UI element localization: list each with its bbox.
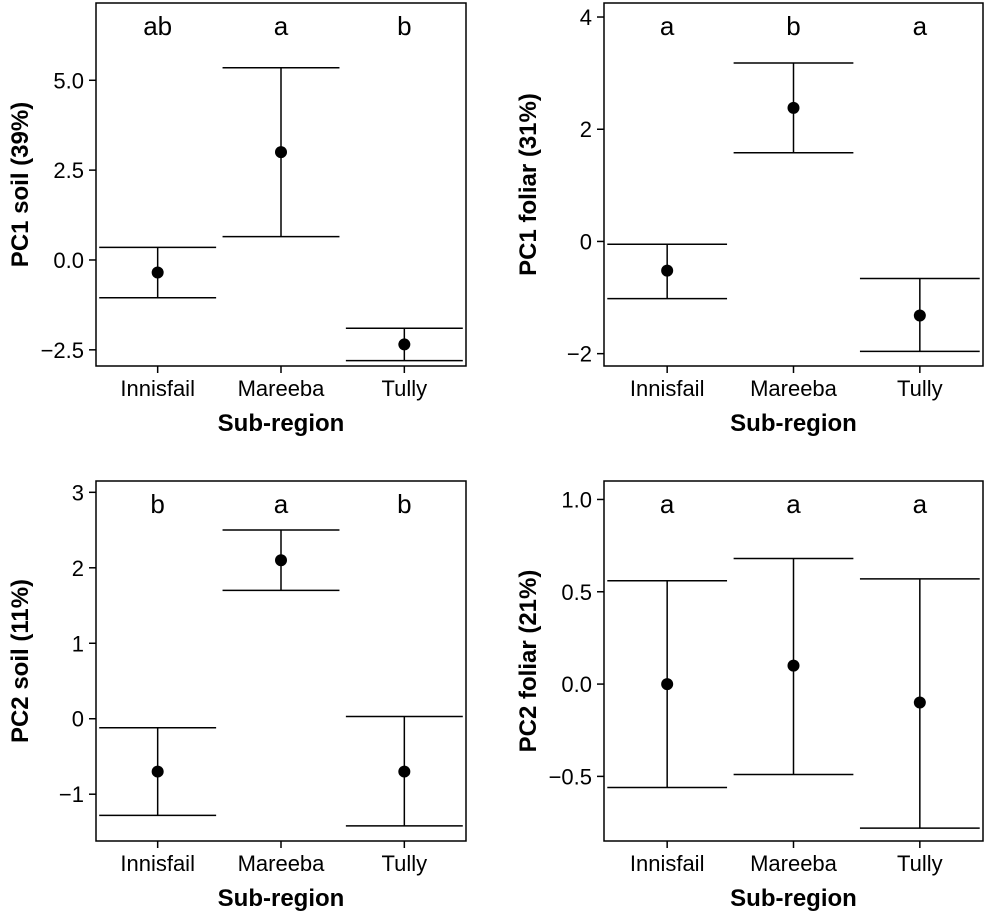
x-tick-label: Innisfail bbox=[120, 376, 195, 401]
significance-letter: a bbox=[660, 11, 675, 41]
x-tick-label: Tully bbox=[382, 851, 428, 876]
y-tick-label: −1 bbox=[59, 782, 84, 807]
mean-point bbox=[275, 554, 287, 567]
y-tick-label: −0.5 bbox=[549, 764, 592, 789]
x-tick-label: Tully bbox=[897, 851, 943, 876]
y-tick-label: 1 bbox=[72, 631, 84, 656]
y-tick-label: 2 bbox=[580, 117, 592, 142]
significance-letter: b bbox=[397, 489, 411, 519]
mean-point bbox=[398, 338, 411, 351]
x-tick-label: Innisfail bbox=[120, 851, 195, 876]
mean-point bbox=[787, 659, 800, 672]
mean-point bbox=[151, 266, 164, 279]
x-tick-label: Tully bbox=[382, 376, 428, 401]
panel-4: −0.5 0.0 0.5 1.0 Innisfail Mareeba Tully Sub-re… bbox=[515, 480, 984, 912]
y-axis-title: PC2 foliar (21%) bbox=[515, 570, 542, 753]
significance-letter: a bbox=[274, 489, 289, 519]
panel-1: −2.5 0.0 2.5 5.0 Innisfail Mareeba Tully Sub-re… bbox=[7, 2, 467, 437]
y-tick-label: −2.5 bbox=[41, 338, 84, 363]
panel-2: −2 0 2 4 Innisfail Mareeba Tully Sub-region PC1 … bbox=[515, 2, 984, 437]
y-tick-label: 0.0 bbox=[561, 672, 592, 697]
y-tick-label: 0.0 bbox=[53, 248, 84, 273]
x-tick-label: Mareeba bbox=[750, 851, 838, 876]
x-tick-label: Innisfail bbox=[630, 851, 705, 876]
significance-letter: a bbox=[274, 11, 289, 41]
mean-point bbox=[151, 765, 164, 778]
y-tick-label: 0 bbox=[580, 229, 592, 254]
x-tick-label: Innisfail bbox=[630, 376, 705, 401]
y-tick-label: 5.0 bbox=[53, 68, 84, 93]
y-axis-title: PC1 soil (39%) bbox=[7, 102, 34, 267]
mean-point bbox=[275, 146, 287, 159]
mean-point bbox=[787, 101, 800, 114]
y-tick-label: 2.5 bbox=[53, 158, 84, 183]
significance-letter: a bbox=[913, 489, 928, 519]
x-tick-label: Mareeba bbox=[750, 376, 838, 401]
mean-point bbox=[661, 264, 674, 277]
significance-letter: a bbox=[660, 489, 675, 519]
plot-frame bbox=[603, 2, 984, 367]
significance-letter: a bbox=[786, 489, 801, 519]
y-tick-label: 0.5 bbox=[561, 580, 592, 605]
x-tick-label: Tully bbox=[897, 376, 943, 401]
y-axis-title: PC2 soil (11%) bbox=[7, 579, 34, 743]
mean-point bbox=[913, 696, 926, 709]
x-axis-title: Sub-region bbox=[218, 410, 345, 437]
mean-point bbox=[661, 678, 674, 691]
y-tick-label: 2 bbox=[72, 556, 84, 581]
x-tick-label: Mareeba bbox=[238, 376, 326, 401]
x-axis-title: Sub-region bbox=[730, 410, 857, 437]
panel-3: −1 0 1 2 3 Innisfail Mareeba Tully Sub-region PC2… bbox=[7, 480, 467, 912]
significance-letter: b bbox=[150, 489, 164, 519]
x-axis-title: Sub-region bbox=[218, 885, 345, 912]
y-tick-label: 0 bbox=[72, 707, 84, 732]
x-tick-label: Mareeba bbox=[238, 851, 326, 876]
significance-letter: a bbox=[913, 11, 928, 41]
mean-point bbox=[398, 765, 411, 778]
significance-letter: b bbox=[397, 11, 411, 41]
y-tick-label: 3 bbox=[72, 480, 84, 505]
y-tick-label: 1.0 bbox=[561, 487, 592, 512]
significance-letter: ab bbox=[143, 11, 172, 41]
x-axis-title: Sub-region bbox=[730, 885, 857, 912]
y-axis-title: PC1 foliar (31%) bbox=[515, 93, 542, 276]
y-tick-label: 4 bbox=[580, 5, 592, 30]
y-tick-label: −2 bbox=[567, 342, 592, 367]
significance-letter: b bbox=[786, 11, 800, 41]
mean-point bbox=[913, 309, 926, 322]
